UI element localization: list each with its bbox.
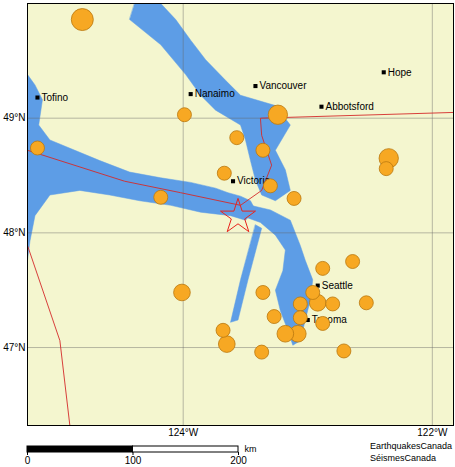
svg-text:Vancouver: Vancouver (259, 80, 307, 91)
svg-text:49°N: 49°N (3, 112, 25, 123)
html-text:SéismesCanada: SéismesCanada (369, 453, 436, 463)
svg-text:Tacoma: Tacoma (311, 314, 347, 326)
svg-text:Hope: Hope (388, 67, 412, 78)
svg-text:Tofino: Tofino (41, 92, 68, 103)
svg-text:km: km (245, 444, 257, 454)
svg-text:48°N: 48°N (3, 227, 25, 238)
html-text:EarthquakesCanada: EarthquakesCanada (369, 441, 452, 451)
svg-text:Seattle: Seattle (322, 280, 354, 291)
svg-text:200: 200 (230, 455, 247, 466)
svg-text:Abbotsford: Abbotsford (325, 101, 373, 112)
svg-text:Victoria: Victoria (237, 175, 271, 187)
svg-text:47°N: 47°N (3, 342, 25, 353)
svg-text:122°W: 122°W (417, 427, 448, 438)
svg-text:124°W: 124°W (168, 427, 199, 438)
svg-text:Nanaimo: Nanaimo (195, 88, 235, 99)
svg-text:0: 0 (25, 455, 31, 466)
svg-text:100: 100 (125, 455, 142, 466)
